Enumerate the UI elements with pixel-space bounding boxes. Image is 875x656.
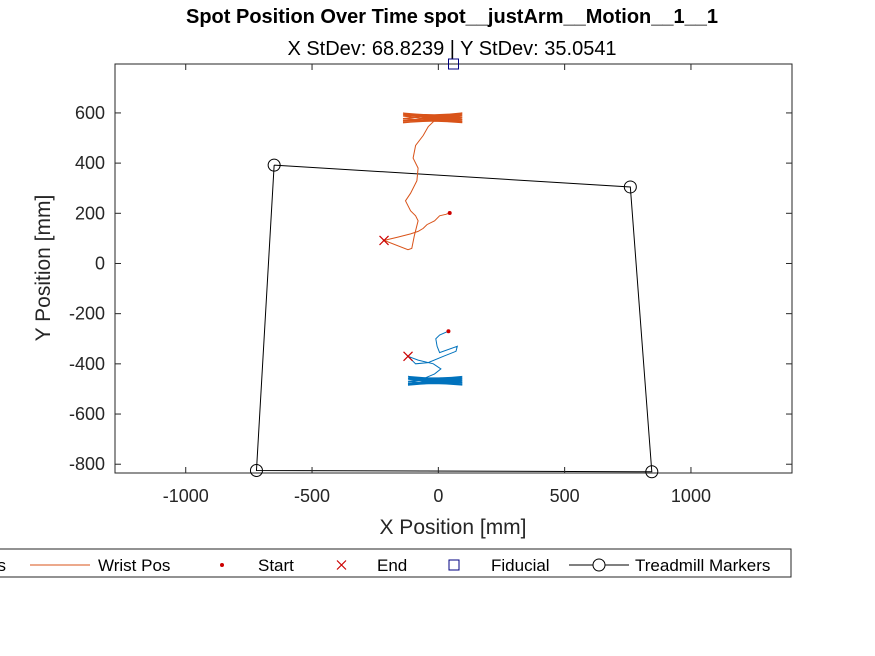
y-tick-label: 0 (95, 253, 105, 273)
end-marker (379, 235, 389, 246)
treadmill-outline (255, 164, 653, 473)
treadmill-marker (267, 158, 281, 172)
x-tick-label: 1000 (671, 486, 711, 506)
x-axis-label: X Position [mm] (379, 516, 526, 539)
legend-swatch-end (336, 560, 347, 570)
legend-swatch-treadmill-marker (592, 558, 606, 572)
marker-layer (249, 58, 659, 479)
legend-swatch-fiducial (448, 559, 460, 571)
plot-area (114, 63, 793, 474)
axis-ticks: -1000 -500 0 500 1000 -800 -600 -400 -200 0 200 400… (69, 64, 792, 506)
y-tick-label: 200 (75, 203, 105, 223)
chart-subtitle: X StDev: 68.8239 | Y StDev: 35.0541 (287, 38, 616, 60)
legend-swatch-start (220, 563, 224, 567)
start-marker (446, 329, 451, 334)
x-tick-label: 500 (550, 486, 580, 506)
chart-title: Spot Position Over Time spot__justArm__M… (186, 6, 718, 28)
y-axis-label: Y Position [mm] (32, 195, 55, 342)
treadmill-marker (623, 180, 637, 194)
x-tick-label: 0 (433, 486, 443, 506)
legend: os Wrist Pos Start End Fiducial Treadmill Mar… (0, 548, 792, 578)
fiducial-marker (448, 58, 459, 70)
treadmill-marker (249, 463, 263, 477)
x-tick-label: -500 (294, 486, 330, 506)
x-tick-label: -1000 (163, 486, 209, 506)
body-pos-trace (407, 330, 463, 386)
legend-label-body-pos: os (0, 556, 6, 575)
treadmill-marker (645, 465, 659, 479)
legend-label-wrist-pos: Wrist Pos (98, 556, 170, 575)
end-marker (403, 351, 413, 362)
start-marker (447, 211, 452, 216)
y-tick-label: 400 (75, 153, 105, 173)
y-tick-label: -400 (69, 354, 105, 374)
legend-box (0, 548, 792, 578)
legend-label-end: End (377, 556, 407, 575)
y-tick-label: -600 (69, 404, 105, 424)
y-tick-label: -800 (69, 454, 105, 474)
legend-label-treadmill-markers: Treadmill Markers (635, 556, 770, 575)
legend-label-fiducial: Fiducial (491, 556, 550, 575)
y-tick-label: 600 (75, 103, 105, 123)
y-tick-label: -200 (69, 304, 105, 324)
legend-label-start: Start (258, 556, 294, 575)
